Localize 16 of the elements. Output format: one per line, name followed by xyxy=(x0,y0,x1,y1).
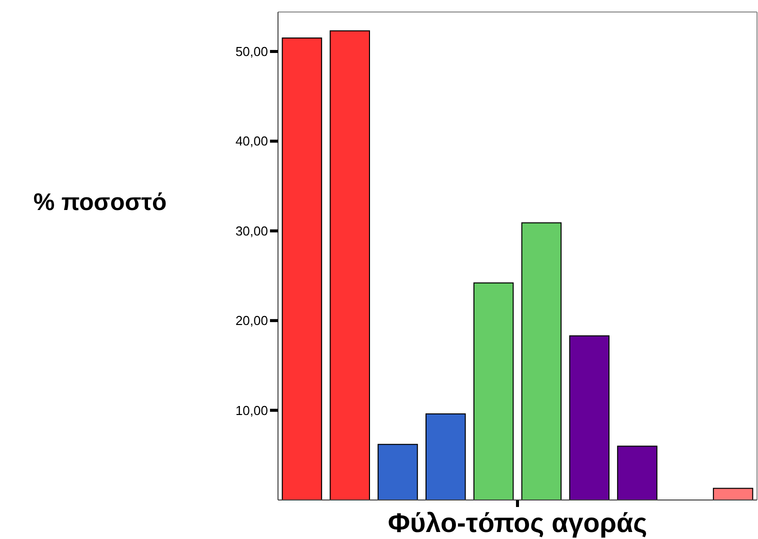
bar xyxy=(330,30,370,500)
bar xyxy=(569,335,610,500)
x-axis-title: Φύλο-τόπος αγοράς xyxy=(388,508,648,538)
y-axis-title: % ποσοστό xyxy=(33,189,167,216)
y-tick-label: 40,00 xyxy=(235,134,268,149)
bar xyxy=(473,282,514,500)
bar xyxy=(282,38,322,500)
y-tick-label: 50,00 xyxy=(235,44,268,60)
y-tick-label: 30,00 xyxy=(235,223,268,238)
bar xyxy=(426,413,466,500)
bar xyxy=(521,222,562,500)
y-tick-label: 20,00 xyxy=(235,313,268,328)
bar xyxy=(712,488,754,500)
y-tick-label: 10,00 xyxy=(235,402,268,418)
bar xyxy=(378,444,418,500)
bar xyxy=(617,446,658,500)
